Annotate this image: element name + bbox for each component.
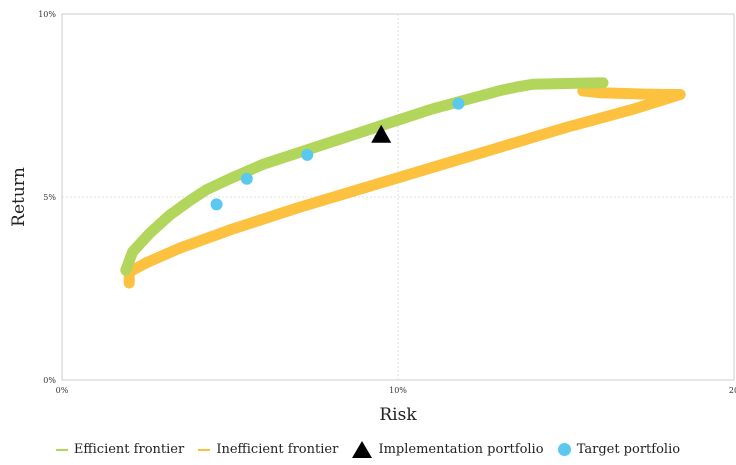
y-tick-label: 0%: [43, 376, 56, 385]
legend-implementation-label: Implementation portfolio: [378, 442, 544, 457]
series-marks: [120, 77, 686, 289]
legend-item-target-portfolio: Target portfolio: [557, 442, 681, 457]
x-tick-label: 20: [729, 386, 736, 395]
legend-item-implementation-portfolio: Implementation portfolio: [352, 441, 544, 458]
legend-item-efficient-frontier: Efficient frontier: [55, 442, 185, 457]
y-axis-ticks: 0% 5% 10%: [38, 10, 56, 385]
x-axis-ticks: 0% 10% 20: [56, 386, 736, 395]
legend: Efficient frontier Inefficient frontier …: [0, 441, 736, 458]
legend-efficient-label: Efficient frontier: [73, 442, 185, 457]
legend-efficient-swatch: [55, 448, 68, 451]
legend-inefficient-label: Inefficient frontier: [216, 442, 339, 457]
legend-item-inefficient-frontier: Inefficient frontier: [198, 442, 338, 457]
y-axis-title: Return: [9, 167, 29, 227]
target-portfolio-point: [452, 97, 465, 110]
target-portfolio-point: [210, 198, 223, 211]
triangle-icon: [352, 441, 373, 458]
target-portfolio-point: [240, 172, 253, 185]
x-tick-label: 0%: [56, 386, 69, 395]
x-axis-title: Risk: [379, 405, 417, 425]
efficient-frontier-line: [120, 77, 609, 276]
y-tick-label: 10%: [38, 10, 56, 19]
implementation-portfolio-marker: [371, 124, 392, 143]
dot-icon: [557, 443, 571, 456]
legend-inefficient-swatch: [198, 448, 211, 451]
y-tick-label: 5%: [43, 193, 56, 202]
grid-lines: [62, 14, 734, 380]
legend-target-label: Target portfolio: [576, 442, 681, 457]
inefficient-frontier-line: [123, 85, 686, 289]
target-portfolio-point: [301, 148, 314, 161]
x-tick-label: 10%: [389, 386, 407, 395]
